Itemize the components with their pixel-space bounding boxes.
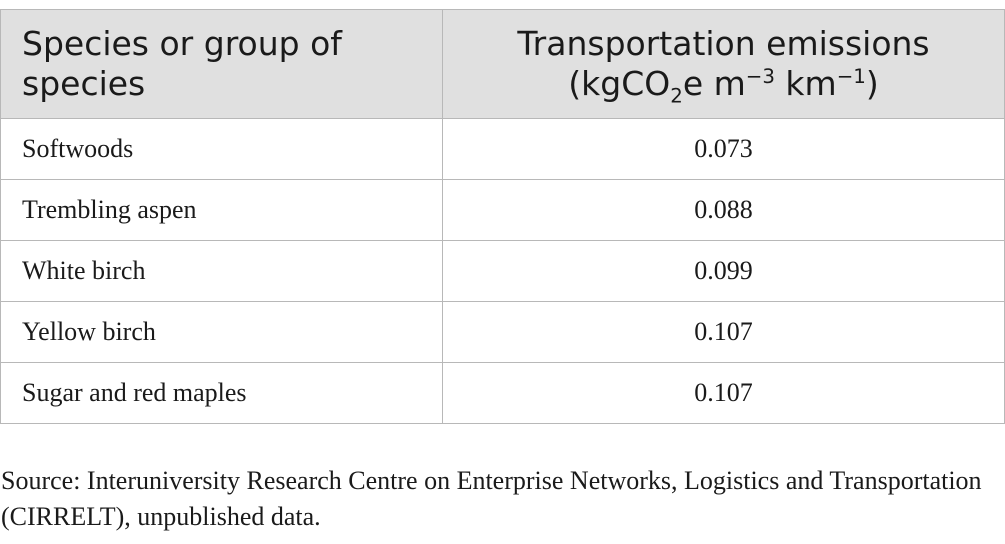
species-cell: Softwoods (0, 118, 443, 180)
table-row: Trembling aspen 0.088 (0, 179, 1005, 241)
emissions-cell: 0.088 (442, 179, 1005, 241)
species-cell: White birch (0, 240, 443, 302)
table-row: Sugar and red maples 0.107 (0, 362, 1005, 424)
table-row: White birch 0.099 (0, 240, 1005, 302)
emissions-cell: 0.107 (442, 301, 1005, 363)
table-row: Softwoods 0.073 (0, 118, 1005, 180)
emissions-cell: 0.073 (442, 118, 1005, 180)
emissions-table: Species or group of species Transportati… (0, 9, 1005, 424)
emissions-table-container: Species or group of species Transportati… (0, 9, 1005, 424)
table-row: Yellow birch 0.107 (0, 301, 1005, 363)
species-cell: Yellow birch (0, 301, 443, 363)
header-species-line2: species (22, 64, 146, 103)
species-cell: Sugar and red maples (0, 362, 443, 424)
header-emissions-line1: Transportation emissions (517, 24, 930, 63)
emissions-cell: 0.107 (442, 362, 1005, 424)
header-species-line1: Species or group of (22, 24, 342, 63)
header-emissions-units: (kgCO2e m−3 km−1) (568, 64, 879, 108)
header-emissions: Transportation emissions (kgCO2e m−3 km−… (442, 9, 1005, 119)
species-cell: Trembling aspen (0, 179, 443, 241)
header-species: Species or group of species (0, 9, 443, 119)
table-header-row: Species or group of species Transportati… (0, 9, 1005, 119)
emissions-cell: 0.099 (442, 240, 1005, 302)
source-note: Source: Interuniversity Research Centre … (1, 466, 982, 531)
